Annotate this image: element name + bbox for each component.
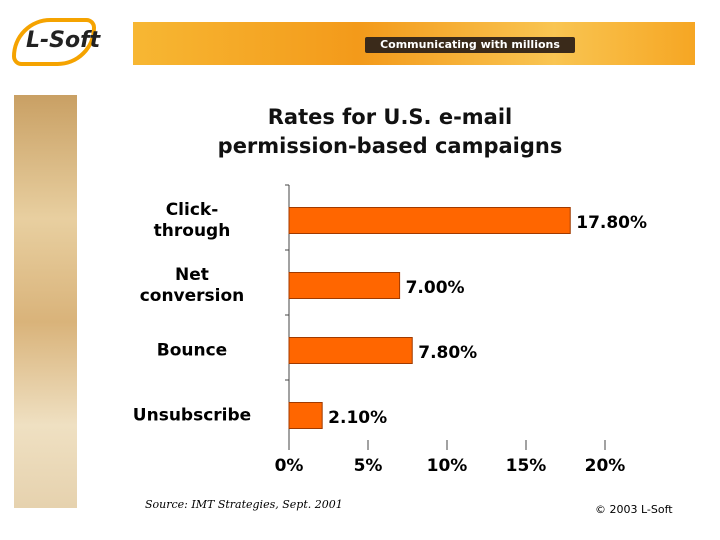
x-tick-label: 15% [505,456,547,476]
bar [288,402,323,429]
value-label: 17.80% [576,212,648,233]
x-tick-label: 0% [274,456,304,476]
logo: L-Soft [26,28,101,53]
y-tick-label: Click- through [153,199,231,241]
chart-title: Rates for U.S. e-mail permission-based c… [217,105,563,158]
value-label: 7.80% [418,342,478,363]
copyright: © 2003 L-Soft [595,503,673,516]
y-tick-label: Bounce [156,340,228,360]
bar [288,207,571,234]
y-tick-label: Net conversion [139,264,245,306]
tagline: Communicating with millions [365,37,575,53]
x-tick-label: 10% [426,456,468,476]
y-tick-label: Unsubscribe [132,405,252,425]
x-tick-label: 5% [353,456,383,476]
x-tick-label: 20% [584,456,626,476]
bar [288,272,401,299]
value-label: 7.00% [405,277,465,298]
source: Source: IMT Strategies, Sept. 2001 [145,498,343,511]
photo-strip [14,95,77,508]
value-label: 2.10% [328,407,388,428]
bar [288,337,413,364]
